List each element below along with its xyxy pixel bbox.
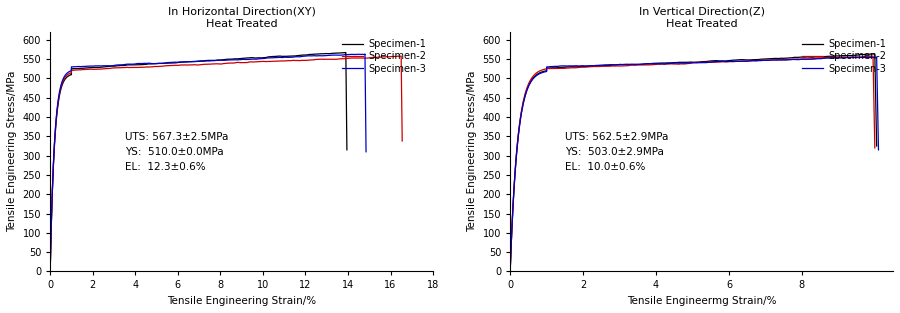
Specimen-3 <box>505 269 516 273</box>
Line: Specimen-3: Specimen-3 <box>510 57 878 271</box>
Specimen-2 <box>868 54 878 58</box>
Specimen-3 <box>361 150 372 154</box>
Specimen-3 <box>827 56 838 60</box>
Specimen-2 <box>90 67 101 71</box>
Specimen-2 <box>505 269 516 273</box>
Title: In Vertical Direction(Z)
Heat Treated: In Vertical Direction(Z) Heat Treated <box>639 7 765 28</box>
Specimen-1 <box>86 66 97 69</box>
Specimen-1 <box>340 51 351 54</box>
Specimen-2 <box>65 71 76 75</box>
Text: UTS: 562.5±2.9MPa
YS:  503.0±2.9MPa
EL:  10.0±0.6%: UTS: 562.5±2.9MPa YS: 503.0±2.9MPa EL: 1… <box>565 132 668 172</box>
Line: Specimen-2: Specimen-2 <box>50 56 402 271</box>
Y-axis label: Tensile Engineering Stress/MPa: Tensile Engineering Stress/MPa <box>7 71 17 233</box>
Specimen-3 <box>616 63 627 66</box>
Specimen-1 <box>66 73 77 77</box>
Specimen-2 <box>45 269 56 273</box>
Specimen-1 <box>616 63 626 66</box>
Specimen-3 <box>565 64 576 68</box>
Specimen-3 <box>873 148 884 152</box>
Text: UTS: 567.3±2.5MPa
YS:  510.0±0.0MPa
EL:  12.3±0.6%: UTS: 567.3±2.5MPa YS: 510.0±0.0MPa EL: 1… <box>124 132 228 172</box>
X-axis label: Tensile Engineermg Strain/%: Tensile Engineermg Strain/% <box>627 296 777 306</box>
Specimen-3 <box>66 69 77 73</box>
Specimen-1 <box>341 148 352 152</box>
Specimen-2 <box>396 54 407 58</box>
Specimen-2 <box>141 65 152 69</box>
Specimen-2 <box>616 64 626 68</box>
Specimen-3 <box>871 55 882 59</box>
X-axis label: Tensile Engineering Strain/%: Tensile Engineering Strain/% <box>167 296 316 306</box>
Specimen-1 <box>303 53 314 57</box>
Line: Specimen-1: Specimen-1 <box>510 54 877 271</box>
Specimen-1 <box>866 52 877 56</box>
Y-axis label: Tensile Engineering Stress/MPa: Tensile Engineering Stress/MPa <box>467 71 477 233</box>
Specimen-1 <box>129 63 140 67</box>
Line: Specimen-1: Specimen-1 <box>50 53 346 271</box>
Specimen-3 <box>360 52 371 56</box>
Legend: Specimen-1, Specimen-2, Specimen-3: Specimen-1, Specimen-2, Specimen-3 <box>338 35 430 78</box>
Specimen-2 <box>539 67 550 71</box>
Specimen-2 <box>352 56 363 60</box>
Specimen-1 <box>45 269 56 273</box>
Specimen-2 <box>824 55 834 59</box>
Specimen-1 <box>871 144 882 148</box>
Specimen-1 <box>538 69 549 73</box>
Specimen-2 <box>65 71 76 75</box>
Specimen-3 <box>65 69 76 73</box>
Specimen-1 <box>65 73 76 77</box>
Title: In Horizontal Direction(XY)
Heat Treated: In Horizontal Direction(XY) Heat Treated <box>167 7 316 28</box>
Specimen-1 <box>539 69 550 73</box>
Specimen-2 <box>540 67 551 71</box>
Specimen-3 <box>87 64 98 68</box>
Specimen-3 <box>65 69 76 73</box>
Legend: Specimen-1, Specimen-2, Specimen-3: Specimen-1, Specimen-2, Specimen-3 <box>798 35 890 78</box>
Specimen-2 <box>538 68 549 71</box>
Line: Specimen-3: Specimen-3 <box>50 54 366 271</box>
Specimen-3 <box>320 54 331 58</box>
Line: Specimen-2: Specimen-2 <box>510 56 875 271</box>
Specimen-1 <box>65 73 76 77</box>
Specimen-1 <box>825 54 836 58</box>
Specimen-1 <box>565 65 576 69</box>
Specimen-2 <box>565 66 576 70</box>
Specimen-3 <box>540 70 551 74</box>
Specimen-1 <box>505 269 516 273</box>
Specimen-2 <box>869 146 880 150</box>
Specimen-3 <box>538 70 549 74</box>
Specimen-3 <box>133 62 144 65</box>
Specimen-2 <box>66 71 77 75</box>
Specimen-1 <box>540 69 551 73</box>
Specimen-2 <box>397 139 408 143</box>
Specimen-3 <box>45 269 56 273</box>
Specimen-3 <box>539 70 550 74</box>
